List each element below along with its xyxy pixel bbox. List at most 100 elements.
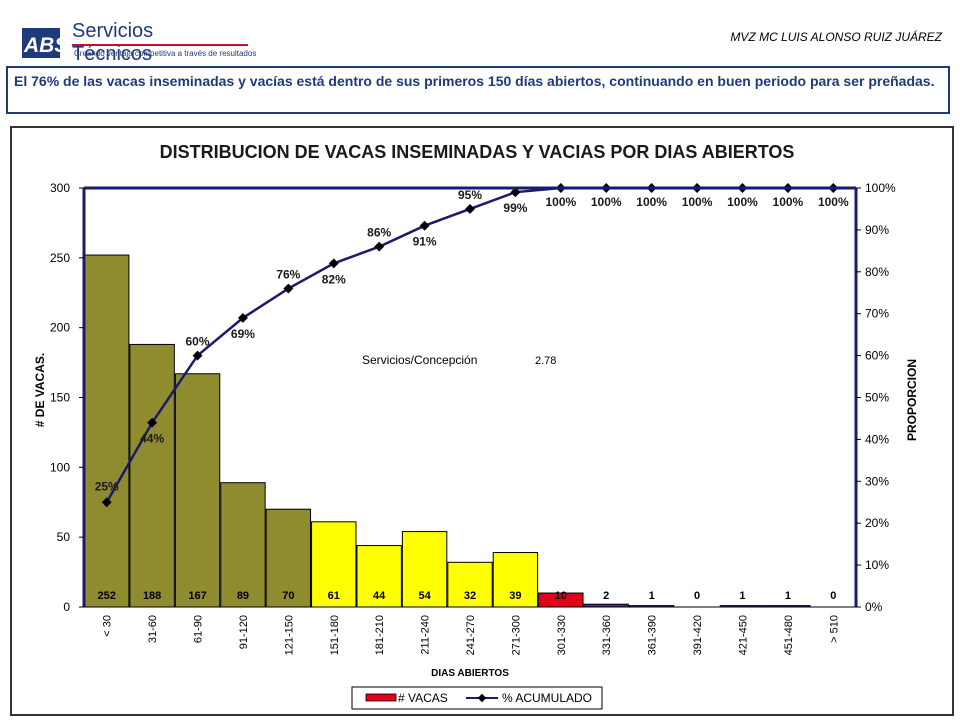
x-tick-label-4: 121-150 — [283, 615, 295, 655]
y2-tick-label-3: 30% — [865, 474, 889, 488]
author-name: MVZ MC LUIS ALONSO RUIZ JUÁREZ — [730, 30, 942, 44]
bar-value-label-13: 0 — [694, 590, 700, 602]
annotation: Servicios/Concepción 2.78 — [362, 353, 556, 367]
legend-swatch-bars — [365, 693, 397, 702]
cumulative-label-2: 60% — [186, 335, 210, 349]
cumulative-label-11: 100% — [591, 195, 622, 209]
cumulative-label-6: 86% — [367, 226, 391, 240]
x-tick-label-8: 241-270 — [465, 615, 477, 655]
legend-marker — [477, 693, 487, 703]
y2-tick-label-8: 80% — [865, 265, 889, 279]
cumulative-label-10: 100% — [545, 195, 576, 209]
cumulative-label-13: 100% — [682, 195, 713, 209]
x-tick-label-14: 421-450 — [737, 615, 749, 655]
y2-tick-label-7: 70% — [865, 307, 889, 321]
chart-frame — [10, 126, 954, 716]
bar-value-label-4: 70 — [282, 590, 294, 602]
y-tick-label-2: 100 — [50, 460, 70, 474]
bar-value-label-5: 61 — [328, 590, 340, 602]
bar-value-label-15: 1 — [785, 590, 791, 602]
annotation-value: 2.78 — [535, 355, 556, 367]
y-axis-label: # DE VACAS. — [33, 353, 47, 427]
cumulative-label-4: 76% — [276, 268, 300, 282]
x-tick-label-3: 91-120 — [238, 615, 250, 649]
cumulative-point-8 — [465, 204, 475, 214]
cumulative-point-2 — [192, 350, 203, 361]
x-tick-label-13: 391-420 — [692, 615, 704, 655]
brand-tagline: Creando ventaja competitiva a través de … — [74, 49, 257, 58]
cumulative-label-0: 25% — [95, 479, 119, 493]
y-tick-label-0: 0 — [63, 600, 70, 614]
cumulative-label-3: 69% — [231, 327, 255, 341]
x-tick-label-11: 331-360 — [601, 615, 613, 655]
cumulative-label-9: 99% — [503, 201, 527, 215]
cumulative-label-15: 100% — [773, 195, 804, 209]
cumulative-point-5 — [328, 258, 339, 269]
x-tick-label-6: 181-210 — [374, 615, 386, 655]
bar-5 — [311, 521, 357, 608]
chart-title: DISTRIBUCION DE VACAS INSEMINADAS Y VACI… — [160, 142, 795, 162]
y2-tick-label-1: 10% — [865, 558, 889, 572]
bar-value-label-9: 39 — [509, 590, 521, 602]
annotation-label: Servicios/Concepción — [362, 353, 477, 367]
bar-value-label-3: 89 — [237, 590, 249, 602]
bar-value-label-11: 2 — [603, 590, 609, 602]
y2-tick-label-0: 0% — [865, 600, 883, 614]
cumulative-label-16: 100% — [818, 195, 849, 209]
y2-tick-label-2: 20% — [865, 516, 889, 530]
bars: 252 188 167 89 70 61 44 54 32 39 10 2 1 0 1 1 0 — [84, 254, 836, 608]
bar-value-label-6: 44 — [373, 590, 386, 602]
axes: 0501001502002503000%10%20%30%40%50%60%70… — [50, 181, 896, 655]
bar-value-label-8: 32 — [464, 590, 476, 602]
bar-value-label-2: 167 — [188, 590, 206, 602]
y2-tick-label-10: 100% — [865, 181, 896, 195]
bar-6 — [356, 545, 402, 608]
bar-value-label-0: 252 — [98, 590, 116, 602]
x-tick-label-12: 361-390 — [647, 615, 659, 655]
bar-value-label-10: 10 — [555, 590, 567, 602]
legend-label-bars: # VACAS — [398, 691, 448, 705]
y-tick-label-5: 250 — [50, 251, 70, 265]
x-tick-label-16: > 510 — [828, 615, 840, 643]
bar-value-label-12: 1 — [649, 590, 655, 602]
cumulative-label-7: 91% — [413, 235, 437, 249]
x-tick-label-1: 31-60 — [147, 615, 159, 643]
bar-value-label-14: 1 — [739, 590, 745, 602]
bar-value-label-1: 188 — [143, 590, 161, 602]
bar-value-label-7: 54 — [418, 590, 431, 602]
headline-text: El 76% de las vacas inseminadas y vacías… — [14, 73, 935, 89]
bar-2 — [174, 373, 221, 608]
cumulative-point-1 — [147, 417, 158, 428]
cumulative-point-3 — [237, 312, 248, 323]
x-tick-label-0: < 30 — [102, 615, 114, 637]
cumulative-label-12: 100% — [636, 195, 667, 209]
x-tick-label-5: 151-180 — [329, 615, 341, 655]
bar-1 — [129, 343, 175, 608]
y-tick-label-6: 300 — [50, 181, 70, 195]
x-tick-label-10: 301-330 — [556, 615, 568, 655]
bar-value-label-16: 0 — [830, 590, 836, 602]
y2-tick-label-5: 50% — [865, 391, 889, 405]
y2-axis-label: PROPORCION — [905, 359, 919, 441]
bar-9 — [492, 552, 539, 608]
company-logo: ABS Servicios Técnicos Creando ventaja c… — [22, 20, 256, 65]
y2-tick-label-6: 60% — [865, 349, 889, 363]
x-tick-label-9: 271-300 — [510, 615, 522, 655]
y2-tick-label-4: 40% — [865, 432, 889, 446]
cumulative-point-6 — [374, 241, 385, 252]
y-tick-label-1: 50 — [57, 530, 71, 544]
y-tick-label-3: 150 — [50, 391, 70, 405]
x-tick-label-2: 61-90 — [193, 615, 205, 643]
bar-0 — [84, 254, 130, 608]
brand-name: Servicios Técnicos — [72, 20, 154, 65]
y-tick-label-4: 200 — [50, 321, 70, 335]
logo-mark-text: ABS — [24, 34, 69, 57]
logo-mark: ABS — [22, 28, 68, 58]
cumulative-label-14: 100% — [727, 195, 758, 209]
legend: # VACAS % ACUMULADO — [351, 686, 603, 710]
x-axis-label: DIAS ABIERTOS — [431, 668, 509, 679]
bar-3 — [220, 482, 266, 608]
bar-8 — [447, 561, 493, 608]
cumulative-point-4 — [283, 283, 294, 294]
